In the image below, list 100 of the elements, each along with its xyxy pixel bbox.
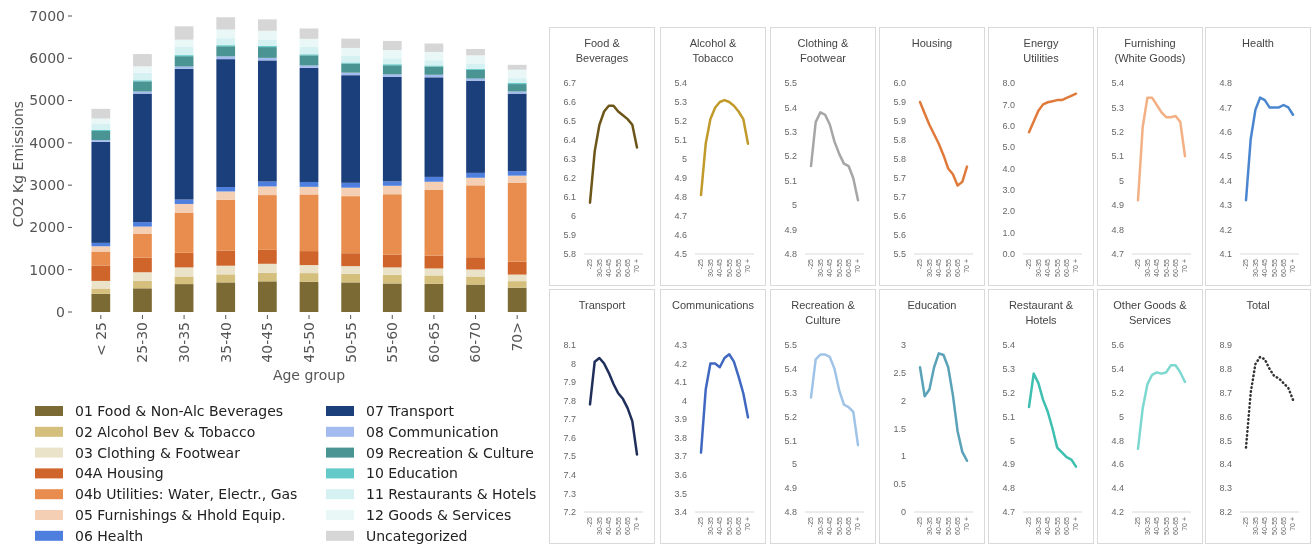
y-tick-label: 5.5	[784, 78, 797, 89]
y-tick-label: 5.1	[784, 435, 797, 446]
chart-title: Furnishing (White Goods)	[1114, 37, 1186, 64]
y-tick-label: 4.5	[1219, 151, 1232, 162]
y-tick-label: 3	[900, 340, 906, 351]
chart-title: Housing	[911, 37, 953, 49]
y-tick-label: 5	[1118, 175, 1124, 186]
y-tick-label: 4.4	[1219, 175, 1232, 186]
y-tick-label: 2	[900, 395, 906, 406]
legend-label: 05 Furnishings & Hhold Equip.	[75, 506, 286, 523]
y-tick-label: 5.9	[893, 97, 906, 108]
chart-title: Other Goods & Services	[1113, 299, 1188, 326]
y-tick-label: 5.6	[1111, 340, 1124, 351]
y-tick-label: 5.1	[784, 175, 797, 186]
y-tick-label: 4.4	[1111, 483, 1124, 494]
y-tick-label: 5.4	[1111, 364, 1124, 375]
y-tick-label: 2.0	[1002, 206, 1015, 217]
y-tick-label: 4.8	[1219, 78, 1232, 89]
y-tick-label: 5.2	[1111, 387, 1124, 398]
y-tick-label: 7.7	[563, 414, 576, 425]
y-tick-label: 8.6	[1219, 411, 1232, 422]
y-tick-label: 8.2	[1219, 507, 1232, 518]
chart-title: Food & Beverages	[575, 37, 629, 64]
y-tick-label: 8.1	[563, 340, 576, 351]
legend-label: 11 Restaurants & Hotels	[366, 486, 537, 503]
y-tick-label: 3.7	[674, 451, 687, 462]
y-tick-label: 3.9	[674, 414, 687, 425]
y-tick-label: 1.0	[1002, 227, 1015, 238]
y-tick-label: 5.8	[893, 135, 906, 146]
y-tick-label: 3.8	[674, 432, 687, 443]
y-tick-label: 7.0	[1002, 99, 1015, 110]
chart-title: Education	[907, 299, 957, 311]
legend-label: 10 Education	[366, 465, 458, 482]
y-tick-label: 5.1	[1002, 411, 1015, 422]
y-axis-title: CO2 Kg Emissions	[9, 100, 26, 228]
y-tick-label: 5.7	[893, 173, 906, 184]
y-tick-label: 5.3	[784, 387, 797, 398]
chart-title: Restaurant & Hotels	[1008, 299, 1074, 326]
y-tick-label: 1.5	[893, 423, 906, 434]
y-tick-label: 7.3	[563, 488, 576, 499]
y-tick-label: 5.2	[1111, 127, 1124, 138]
y-tick-label: 4.9	[1111, 200, 1124, 211]
y-tick-label: 3.0	[1002, 185, 1015, 196]
y-tick-label: 4.3	[674, 340, 687, 351]
y-tick-label: 6.4	[563, 135, 576, 146]
y-tick-label: 4.1	[674, 377, 687, 388]
y-tick-label: 8.0	[1002, 78, 1015, 89]
y-tick-label: 6.0	[1002, 120, 1015, 131]
y-tick-label: 5.2	[784, 151, 797, 162]
y-tick-label: 3.6	[674, 470, 687, 481]
y-tick-label: 6.5	[563, 116, 576, 127]
y-tick-label: 5.4	[784, 364, 797, 375]
y-tick-label: 4.5	[674, 249, 687, 260]
x-tick-label: 25-30	[134, 322, 151, 363]
y-tick-label: 4.3	[1219, 200, 1232, 211]
y-tick-label: 3.5	[674, 488, 687, 499]
chart-title: Communications	[672, 299, 755, 311]
y-tick-label: 5	[1118, 411, 1124, 422]
y-tick-label: 4.8	[784, 249, 797, 260]
y-tick-label: 5	[791, 200, 797, 211]
legend-label: 04A Housing	[75, 465, 164, 482]
x-tick-label: 30-35	[175, 322, 192, 363]
y-tick-label: 4.0	[1002, 163, 1015, 174]
y-tick-label: 5.9	[563, 230, 576, 241]
x-tick-label: 50-55	[342, 322, 359, 363]
x-tick-label: 60-70	[467, 322, 484, 363]
y-tick-label: 5.7	[893, 192, 906, 203]
y-tick-label: 4.7	[1002, 507, 1015, 518]
y-tick-label: 5.2	[674, 116, 687, 127]
y-tick-label: 5.6	[893, 211, 906, 222]
y-tick-label: 5.3	[1111, 102, 1124, 113]
y-tick-label: 0.5	[893, 479, 906, 490]
y-tick-label: 4.9	[784, 224, 797, 235]
y-tick-label: 6.2	[563, 173, 576, 184]
y-tick-label: 8.9	[1219, 340, 1232, 351]
chart-title: Health	[1242, 37, 1274, 49]
y-tick-label: 4.7	[1219, 102, 1232, 113]
y-tick-label: 4.1	[1219, 249, 1232, 260]
y-tick-label: 4.7	[1111, 249, 1124, 260]
y-tick-label: 4.2	[1219, 224, 1232, 235]
y-tick-label: 5.4	[674, 78, 687, 89]
y-tick-label: 7.8	[563, 395, 576, 406]
y-tick-label: 6000	[29, 50, 65, 67]
y-tick-label: 8.5	[1219, 435, 1232, 446]
y-tick-label: 5.0	[1002, 142, 1015, 153]
y-tick-label: 8.3	[1219, 483, 1232, 494]
y-tick-label: 6.7	[563, 78, 576, 89]
legend-label: 09 Recreation & Culture	[366, 444, 534, 461]
y-tick-label: 4.8	[1111, 224, 1124, 235]
y-tick-label: 5.2	[784, 411, 797, 422]
legend-label: 07 Transport	[366, 402, 455, 419]
y-tick-label: 7.5	[563, 451, 576, 462]
y-tick-label: 5.3	[1002, 364, 1015, 375]
legend-label: 12 Goods & Services	[366, 506, 512, 523]
legend-label: 02 Alcohol Bev & Tobacco	[75, 423, 256, 440]
y-tick-label: 4.2	[674, 358, 687, 369]
x-tick-label: 70>	[509, 322, 526, 352]
y-tick-label: 4.9	[784, 483, 797, 494]
y-tick-label: 6	[570, 211, 576, 222]
legend-label: 06 Health	[75, 527, 144, 544]
